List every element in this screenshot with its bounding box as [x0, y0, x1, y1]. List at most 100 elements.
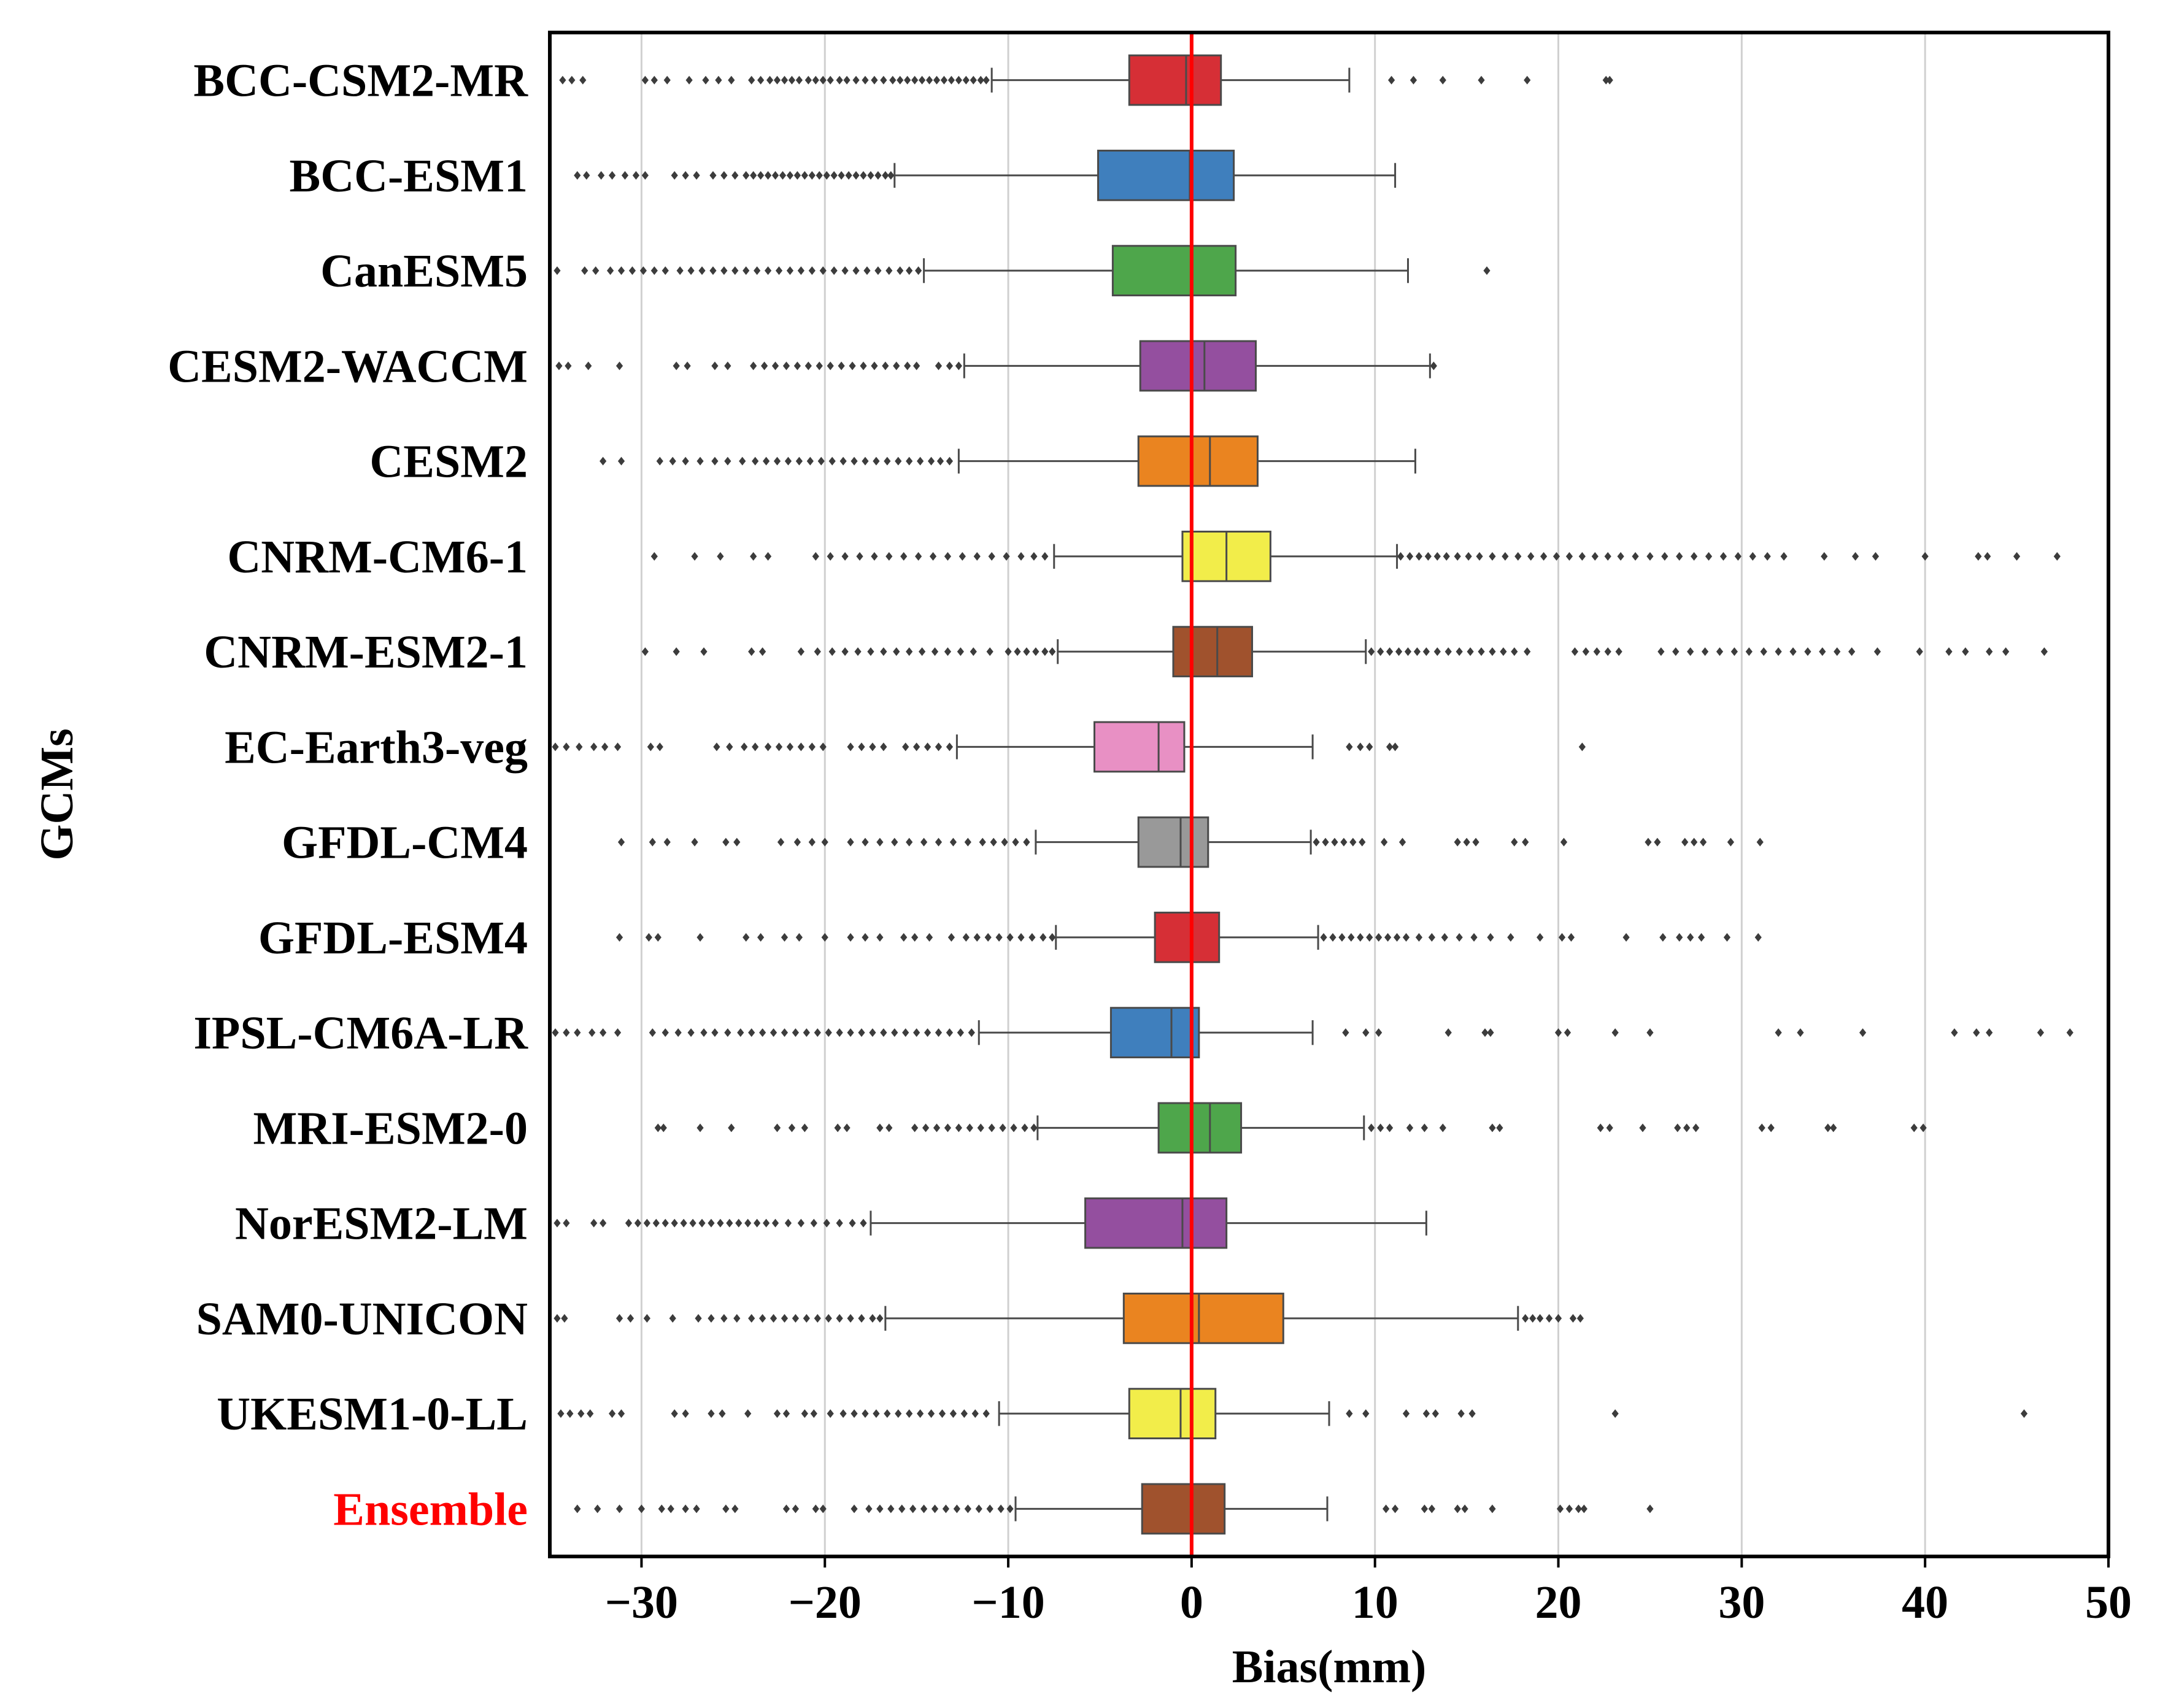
flier-mri-esm2-0-24: [1377, 1123, 1384, 1133]
flier-sam0-unicon-11: [759, 1314, 766, 1323]
flier-ensemble-9: [731, 1504, 739, 1514]
flier-ukesm1-0-ll-14: [810, 1409, 817, 1418]
category-label-sam0-unicon: SAM0-UNICON: [196, 1293, 528, 1345]
flier-noresm2-lm-0: [554, 1218, 561, 1228]
flier-ec-earth3-veg-14: [786, 742, 794, 752]
box-gfdl-esm4: [1154, 912, 1221, 963]
flier-gfdl-cm4-39: [1654, 837, 1661, 847]
flier-cesm2-waccm-22: [904, 361, 911, 371]
flier-sam0-unicon-1: [561, 1314, 568, 1323]
flier-ensemble-23: [953, 1504, 960, 1514]
flier-cesm2-waccm-26: [955, 361, 962, 371]
flier-cesm2-3: [669, 456, 676, 466]
flier-ipsl-cm6a-lr-49: [1973, 1028, 1980, 1037]
flier-gfdl-cm4-6: [777, 837, 785, 847]
flier-layer: [552, 75, 2073, 1514]
flier-gfdl-esm4-22: [1028, 933, 1036, 942]
flier-bcc-esm1-14: [750, 171, 757, 180]
flier-ec-earth3-veg-0: [552, 742, 559, 752]
flier-sam0-unicon-0: [554, 1314, 561, 1323]
x-tick-label-50: 50: [2085, 1577, 2132, 1628]
flier-bcc-csm2-mr-5: [663, 75, 671, 85]
flier-ensemble-39: [1580, 1504, 1587, 1514]
flier-cesm2-7: [724, 456, 731, 466]
flier-gfdl-cm4-25: [1322, 837, 1329, 847]
flier-gfdl-esm4-24: [1049, 933, 1056, 942]
flier-cesm2-6: [711, 456, 719, 466]
flier-ec-earth3-veg-1: [563, 742, 570, 752]
flier-sam0-unicon-5: [669, 1314, 676, 1323]
flier-gfdl-esm4-19: [995, 933, 1003, 942]
flier-gfdl-cm4-8: [808, 837, 816, 847]
flier-ec-earth3-veg-18: [847, 742, 854, 752]
flier-cnrm-esm2-1-28: [1386, 647, 1394, 656]
flier-gfdl-esm4-39: [1470, 933, 1478, 942]
flier-ukesm1-0-ll-19: [873, 1409, 880, 1418]
flier-sam0-unicon-23: [1522, 1314, 1529, 1323]
flier-gfdl-cm4-34: [1472, 837, 1479, 847]
flier-bcc-csm2-mr-43: [1439, 75, 1446, 85]
flier-gfdl-cm4-26: [1331, 837, 1338, 847]
flier-noresm2-lm-19: [763, 1218, 770, 1228]
flier-ukesm1-0-ll-32: [1402, 1409, 1410, 1418]
flier-cnrm-esm2-1-54: [1760, 647, 1767, 656]
flier-cesm2-waccm-16: [838, 361, 845, 371]
flier-gfdl-cm4-36: [1522, 837, 1529, 847]
flier-cnrm-cm6-1-40: [1604, 552, 1611, 561]
flier-cnrm-esm2-1-48: [1672, 647, 1680, 656]
flier-bcc-esm1-4: [621, 171, 629, 180]
flier-cnrm-esm2-1-59: [1834, 647, 1841, 656]
flier-ec-earth3-veg-31: [1391, 742, 1399, 752]
flier-ipsl-cm6a-lr-31: [935, 1028, 943, 1037]
flier-cnrm-esm2-1-46: [1615, 647, 1622, 656]
flier-ipsl-cm6a-lr-10: [700, 1028, 708, 1037]
flier-ipsl-cm6a-lr-44: [1646, 1028, 1654, 1037]
flier-cesm2-waccm-18: [860, 361, 867, 371]
flier-cnrm-esm2-1-24: [1041, 647, 1049, 656]
flier-ec-earth3-veg-28: [1357, 742, 1364, 752]
category-label-cnrm-esm2-1: CNRM-ESM2-1: [204, 626, 528, 678]
flier-ipsl-cm6a-lr-9: [687, 1028, 695, 1037]
flier-ukesm1-0-ll-10: [744, 1409, 752, 1418]
flier-cnrm-esm2-1-51: [1716, 647, 1724, 656]
flier-sam0-unicon-26: [1545, 1314, 1553, 1323]
flier-sam0-unicon-22: [876, 1314, 884, 1323]
flier-cesm2-waccm-8: [750, 361, 757, 371]
flier-mri-esm2-0-19: [999, 1123, 1006, 1133]
flier-gfdl-esm4-9: [847, 933, 854, 942]
flier-cnrm-esm2-1-58: [1819, 647, 1826, 656]
x-tick-label--10: −10: [971, 1577, 1044, 1628]
flier-ec-earth3-veg-5: [614, 742, 622, 752]
flier-cnrm-esm2-1-26: [1368, 647, 1375, 656]
x-tick-label-10: 10: [1352, 1577, 1398, 1628]
flier-ec-earth3-veg-9: [726, 742, 733, 752]
flier-gfdl-cm4-42: [1700, 837, 1707, 847]
flier-ensemble-38: [1575, 1504, 1582, 1514]
flier-gfdl-esm4-15: [947, 933, 955, 942]
flier-canesm5-29: [897, 266, 904, 275]
flier-cnrm-esm2-1-23: [1032, 647, 1040, 656]
flier-ipsl-cm6a-lr-14: [748, 1028, 755, 1037]
flier-ec-earth3-veg-32: [1578, 742, 1586, 752]
flier-ec-earth3-veg-3: [590, 742, 598, 752]
flier-ensemble-21: [931, 1504, 939, 1514]
flier-gfdl-cm4-24: [1313, 837, 1320, 847]
flier-ensemble-24: [964, 1504, 971, 1514]
flier-noresm2-lm-10: [680, 1218, 687, 1228]
flier-cnrm-cm6-1-51: [1764, 552, 1771, 561]
flier-canesm5-10: [687, 266, 695, 275]
flier-ipsl-cm6a-lr-15: [759, 1028, 766, 1037]
flier-ensemble-35: [1489, 1504, 1496, 1514]
flier-bcc-esm1-0: [574, 171, 581, 180]
flier-mri-esm2-0-14: [944, 1123, 952, 1133]
flier-bcc-esm1-25: [830, 171, 838, 180]
flier-cnrm-cm6-1-35: [1540, 552, 1548, 561]
flier-bcc-csm2-mr-20: [827, 75, 834, 85]
flier-ipsl-cm6a-lr-16: [770, 1028, 777, 1037]
flier-ipsl-cm6a-lr-20: [814, 1028, 821, 1037]
flier-ensemble-15: [865, 1504, 873, 1514]
flier-canesm5-17: [765, 266, 772, 275]
x-tick-label--30: −30: [605, 1577, 678, 1628]
flier-canesm5-15: [742, 266, 750, 275]
flier-cnrm-cm6-1-36: [1552, 552, 1560, 561]
